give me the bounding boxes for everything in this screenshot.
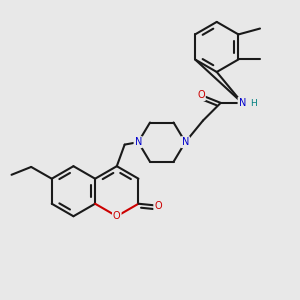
Text: O: O — [154, 201, 162, 211]
Text: O: O — [197, 90, 205, 100]
Text: N: N — [182, 137, 189, 147]
Text: H: H — [250, 99, 256, 108]
Text: O: O — [113, 211, 121, 221]
Text: N: N — [238, 98, 246, 108]
Text: N: N — [134, 137, 142, 147]
